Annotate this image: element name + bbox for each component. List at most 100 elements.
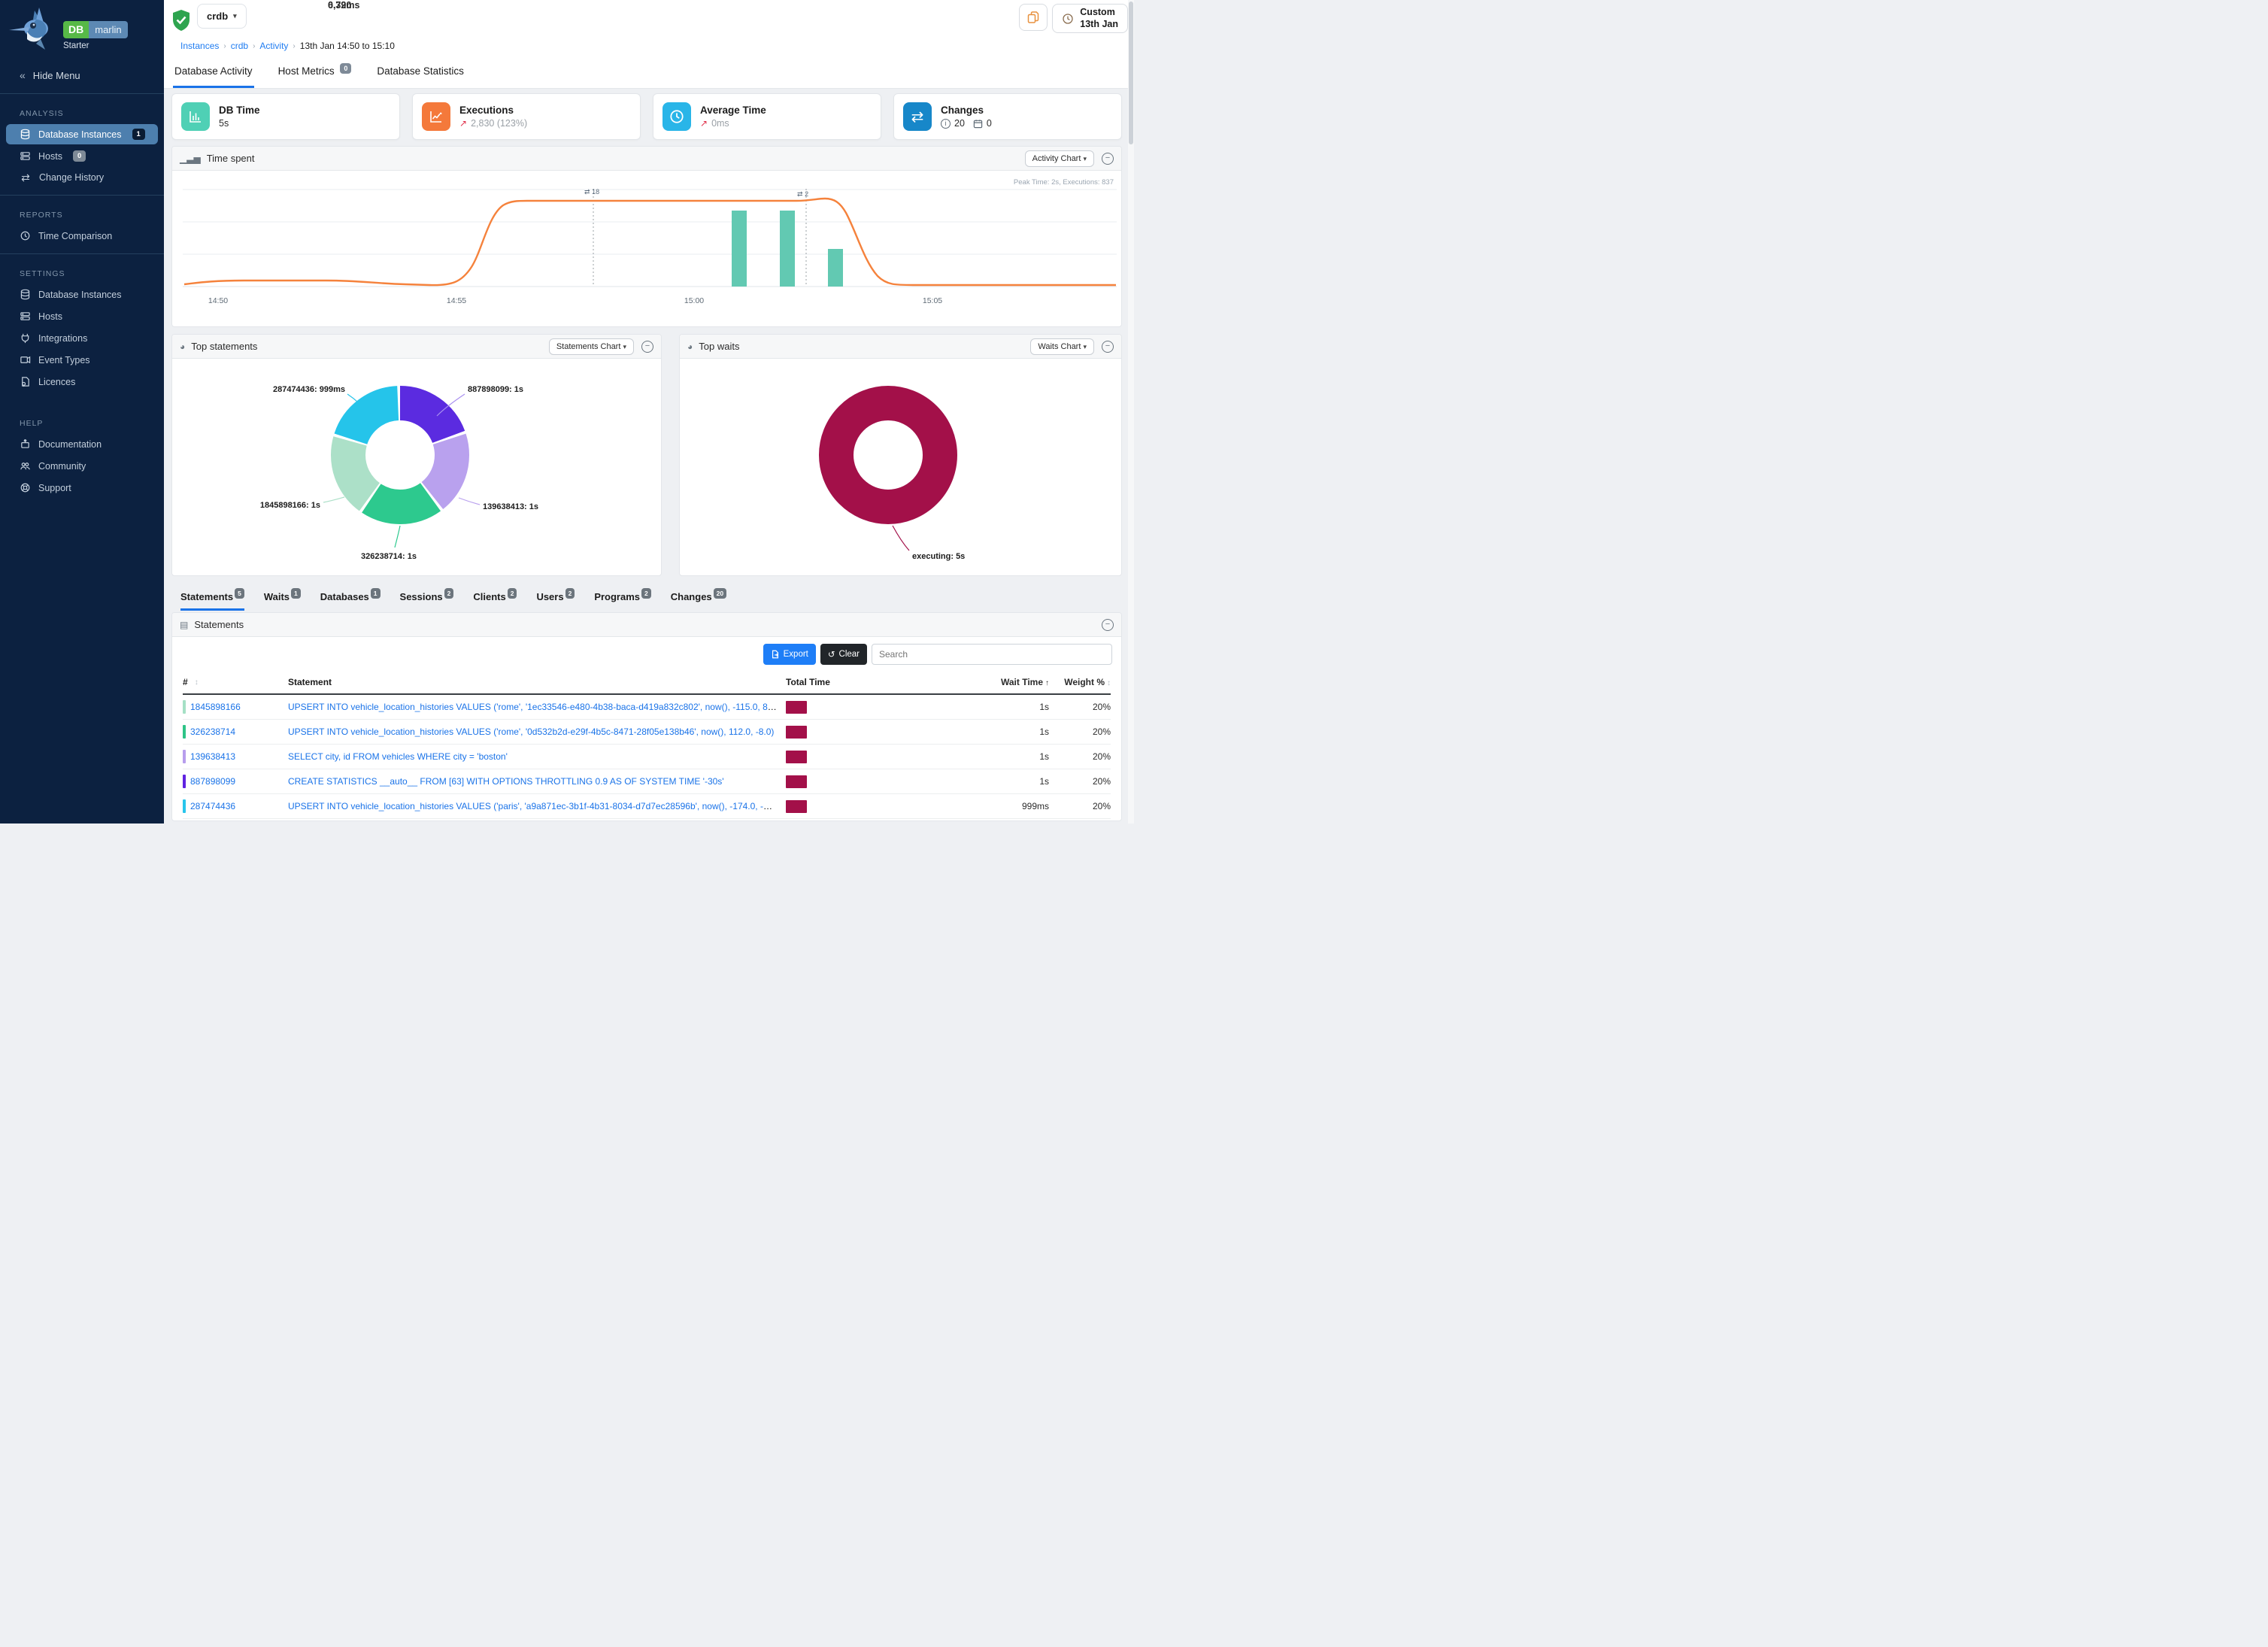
sidebar-item-documentation[interactable]: Documentation: [6, 434, 158, 454]
caret-down-icon: ▾: [1083, 154, 1087, 162]
table-row[interactable]: 287474436 UPSERT INTO vehicle_location_h…: [183, 794, 1111, 820]
tab-statements[interactable]: Statements 5: [180, 588, 244, 611]
tab-users[interactable]: Users 2: [536, 588, 575, 611]
caret-down-icon: ▾: [1083, 342, 1087, 350]
collapse-icon[interactable]: −: [1102, 618, 1114, 631]
change-marker[interactable]: ⇄ 18: [584, 188, 599, 287]
top-waits-panel: ◕ Top waits Waits Chart ▾ − executing: 5…: [679, 334, 1122, 577]
kpi-changes: ⇄ Changes i 20 0: [893, 93, 1122, 141]
badge: 2: [444, 588, 454, 599]
sort-icon[interactable]: ↕: [194, 678, 199, 687]
table-row[interactable]: 326238714 UPSERT INTO vehicle_location_h…: [183, 720, 1111, 745]
swap-arrows-icon: ⇄: [903, 102, 932, 132]
docs-box-icon: [21, 439, 29, 448]
instance-selector[interactable]: crdb ▾: [197, 4, 247, 29]
divider: [0, 195, 164, 196]
divider: [0, 253, 164, 254]
pie-chart-icon: ◕: [687, 341, 693, 352]
sidebar-item-change-history[interactable]: ⇄ Change History: [6, 168, 158, 187]
sidebar-item-time-comparison[interactable]: Time Comparison: [6, 226, 158, 246]
collapse-icon[interactable]: −: [1102, 152, 1114, 165]
tab-programs[interactable]: Programs 2: [594, 588, 651, 611]
trend-up-icon: ↗: [700, 118, 708, 129]
chart-icon: ▁▃▅: [180, 153, 201, 164]
breadcrumb-crdb[interactable]: crdb: [230, 41, 249, 52]
statement-color-bar: [183, 725, 186, 739]
tab-sessions[interactable]: Sessions 2: [400, 588, 454, 611]
collapse-icon[interactable]: −: [1102, 340, 1114, 353]
people-icon: [20, 463, 30, 470]
sidebar-item-licences[interactable]: Licences: [6, 372, 158, 392]
sidebar-item-event-types[interactable]: Event Types: [6, 350, 158, 370]
page-tabs: Database Activity Host Metrics 0 Databas…: [164, 58, 1134, 89]
statement-id-link[interactable]: 1845898166: [190, 702, 241, 713]
bar-chart-icon: [181, 102, 210, 132]
server-icon: [20, 312, 30, 320]
svg-text:⇄ 2: ⇄ 2: [797, 190, 808, 198]
sidebar-item-database-instances[interactable]: Database Instances 1: [6, 124, 158, 144]
total-time-bar: [786, 775, 807, 788]
tab-host-metrics[interactable]: Host Metrics 0: [277, 58, 353, 88]
content: DB Time 5s Executions 6,320 ↗ 2,830 (123…: [164, 0, 1134, 822]
statement-color-bar: [183, 700, 186, 714]
lifebuoy-icon: [20, 483, 30, 493]
total-time-bar: [786, 750, 807, 763]
donut-label: 326238714: 1s: [361, 552, 417, 561]
collapse-icon[interactable]: −: [641, 340, 653, 353]
breadcrumb-instances[interactable]: Instances: [180, 41, 220, 52]
sidebar-item-hosts-settings[interactable]: Hosts: [6, 306, 158, 326]
breadcrumb-activity[interactable]: Activity: [259, 41, 289, 52]
table-row[interactable]: 1845898166 UPSERT INTO vehicle_location_…: [183, 695, 1111, 720]
top-waits-donut[interactable]: executing: 5s: [680, 359, 1121, 575]
tab-database-statistics[interactable]: Database Statistics: [377, 65, 464, 77]
hide-menu-button[interactable]: « Hide Menu: [20, 69, 80, 81]
server-icon: [20, 152, 30, 160]
activity-chart-select[interactable]: Activity Chart ▾: [1024, 150, 1094, 167]
x-tick: 15:00: [684, 296, 704, 305]
total-time-bar: [786, 725, 807, 739]
table-header: # ↕ Statement Total Time Wait Time ↑ Weigh…: [183, 671, 1111, 696]
caret-down-icon: ▾: [233, 12, 237, 20]
export-button[interactable]: Export: [763, 644, 816, 666]
scrollbar-thumb[interactable]: [1129, 2, 1133, 144]
table-row[interactable]: 139638413 SELECT city, id FROM vehicles …: [183, 745, 1111, 770]
badge: 1: [132, 129, 145, 140]
statements-chart-select[interactable]: Statements Chart ▾: [548, 338, 634, 355]
statement-id-link[interactable]: 139638413: [190, 751, 236, 763]
tab-clients[interactable]: Clients 2: [473, 588, 517, 611]
tab-waits[interactable]: Waits 1: [264, 588, 301, 611]
time-spent-panel: ▁▃▅ Time spent Activity Chart ▾ − Peak T…: [171, 146, 1122, 328]
tab-database-activity[interactable]: Database Activity: [173, 58, 254, 89]
badge: 2: [565, 588, 575, 599]
top-statements-donut[interactable]: 287474436: 999ms 887898099: 1s 184589816…: [172, 359, 661, 575]
sort-icon[interactable]: ↕: [1107, 679, 1111, 688]
sort-asc-icon[interactable]: ↑: [1045, 679, 1049, 688]
statement-id-link[interactable]: 326238714: [190, 726, 236, 738]
breadcrumb: Instances › crdb › Activity › 13th Jan 14:5…: [180, 41, 395, 52]
sidebar: DB marlin Starter « Hide Menu ANALYSIS D…: [0, 0, 164, 824]
sidebar-item-support[interactable]: Support: [6, 478, 158, 498]
search-input[interactable]: [872, 644, 1112, 666]
time-range-button[interactable]: Custom 13th Jan: [1052, 4, 1128, 34]
clear-button[interactable]: ↺ Clear: [820, 644, 867, 666]
sidebar-item-hosts[interactable]: Hosts 0: [6, 146, 158, 166]
tab-changes[interactable]: Changes 20: [671, 588, 727, 611]
donut-label: 1845898166: 1s: [260, 501, 320, 510]
donut-label: 139638413: 1s: [483, 502, 538, 511]
divider: [0, 93, 164, 94]
sidebar-item-community[interactable]: Community: [6, 456, 158, 476]
scrollbar[interactable]: [1128, 0, 1134, 824]
change-marker[interactable]: ⇄ 2: [797, 189, 808, 287]
statement-id-link[interactable]: 887898099: [190, 776, 236, 787]
copy-button[interactable]: [1019, 4, 1048, 31]
tab-databases[interactable]: Databases 1: [320, 588, 381, 611]
undo-icon: ↺: [827, 651, 835, 660]
statement-id-link[interactable]: 287474436: [190, 801, 236, 812]
panel-title: Top waits: [699, 341, 740, 353]
statements-panel: ▤ Statements − Export ↺ Clear: [171, 612, 1122, 822]
sidebar-item-integrations[interactable]: Integrations: [6, 328, 158, 348]
table-row[interactable]: 887898099 CREATE STATISTICS __auto__ FRO…: [183, 769, 1111, 795]
executions-bars[interactable]: [732, 211, 843, 287]
waits-chart-select[interactable]: Waits Chart ▾: [1030, 338, 1094, 355]
sidebar-item-database-instances-settings[interactable]: Database Instances: [6, 284, 158, 305]
